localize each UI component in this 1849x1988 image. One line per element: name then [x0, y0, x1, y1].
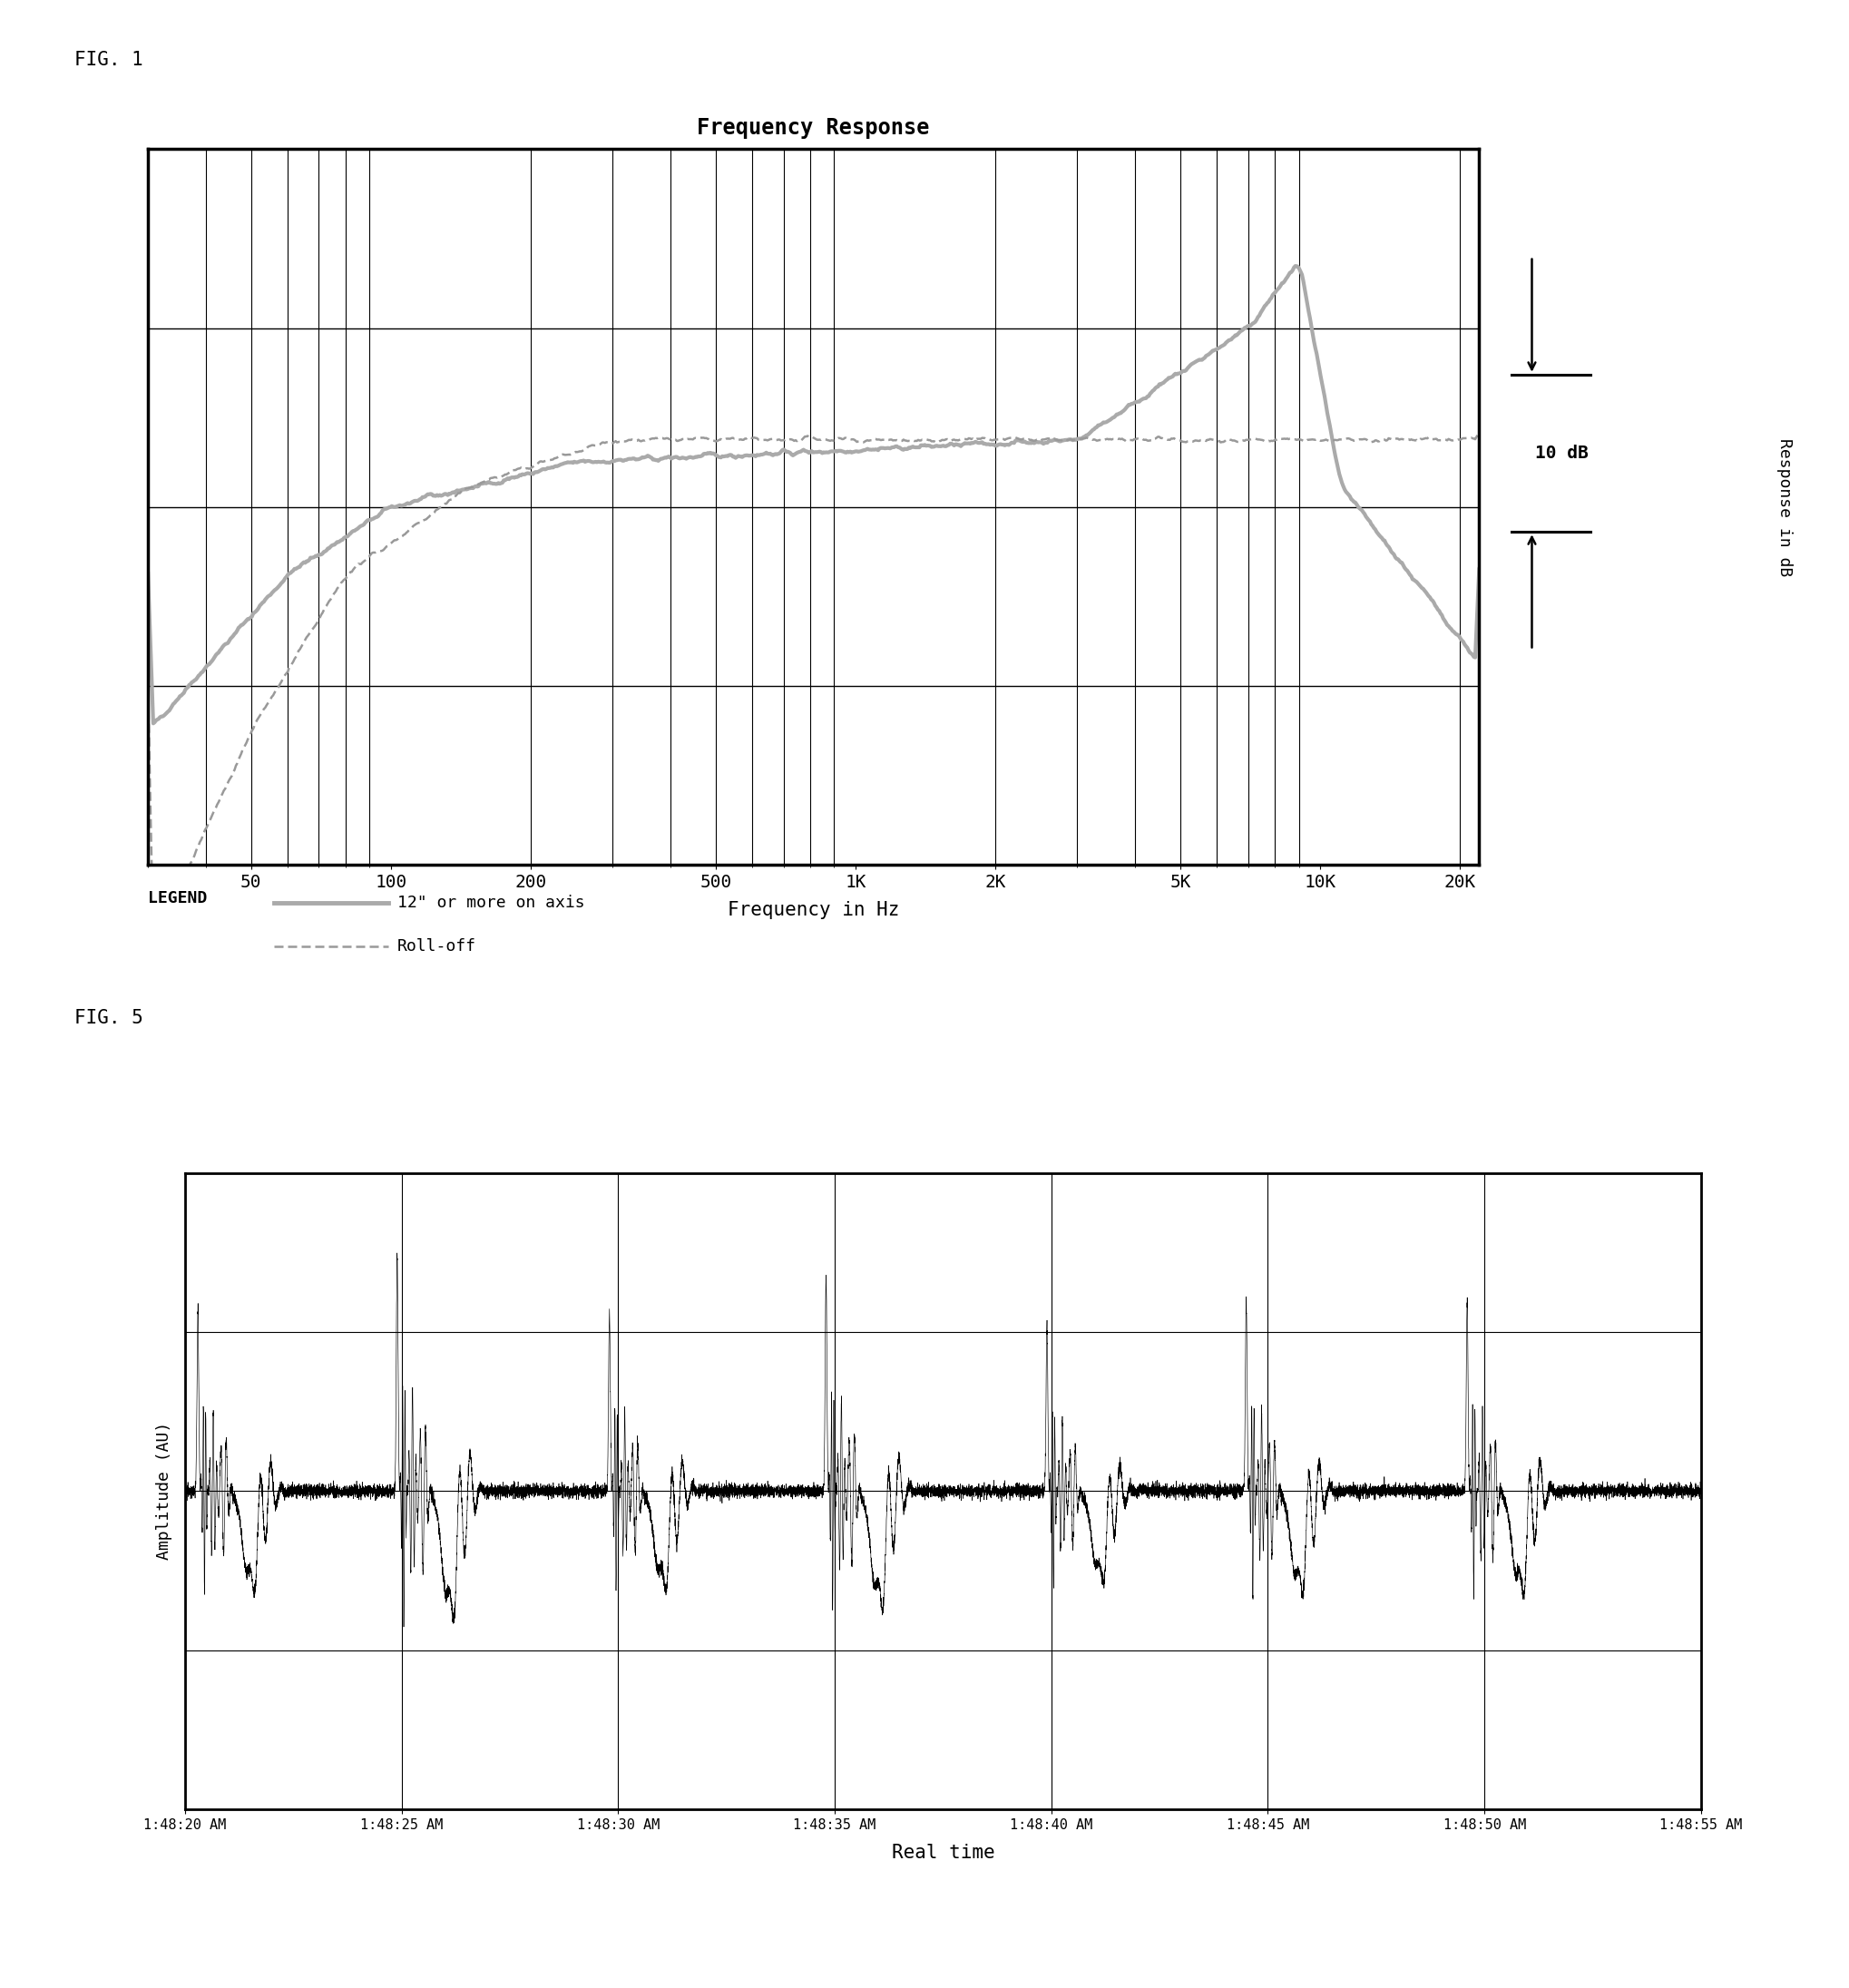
Text: Response in dB: Response in dB: [1777, 437, 1792, 577]
Title: Frequency Response: Frequency Response: [697, 117, 930, 139]
Text: LEGEND: LEGEND: [148, 891, 207, 907]
Text: FIG. 5: FIG. 5: [74, 1010, 142, 1028]
Text: 12" or more on axis: 12" or more on axis: [398, 895, 584, 911]
Y-axis label: Amplitude (AU): Amplitude (AU): [155, 1421, 172, 1561]
Text: Roll-off: Roll-off: [398, 938, 477, 954]
X-axis label: Real time: Real time: [891, 1845, 995, 1863]
Text: FIG. 1: FIG. 1: [74, 52, 142, 70]
Text: 10 dB: 10 dB: [1535, 445, 1588, 461]
X-axis label: Frequency in Hz: Frequency in Hz: [729, 901, 899, 918]
